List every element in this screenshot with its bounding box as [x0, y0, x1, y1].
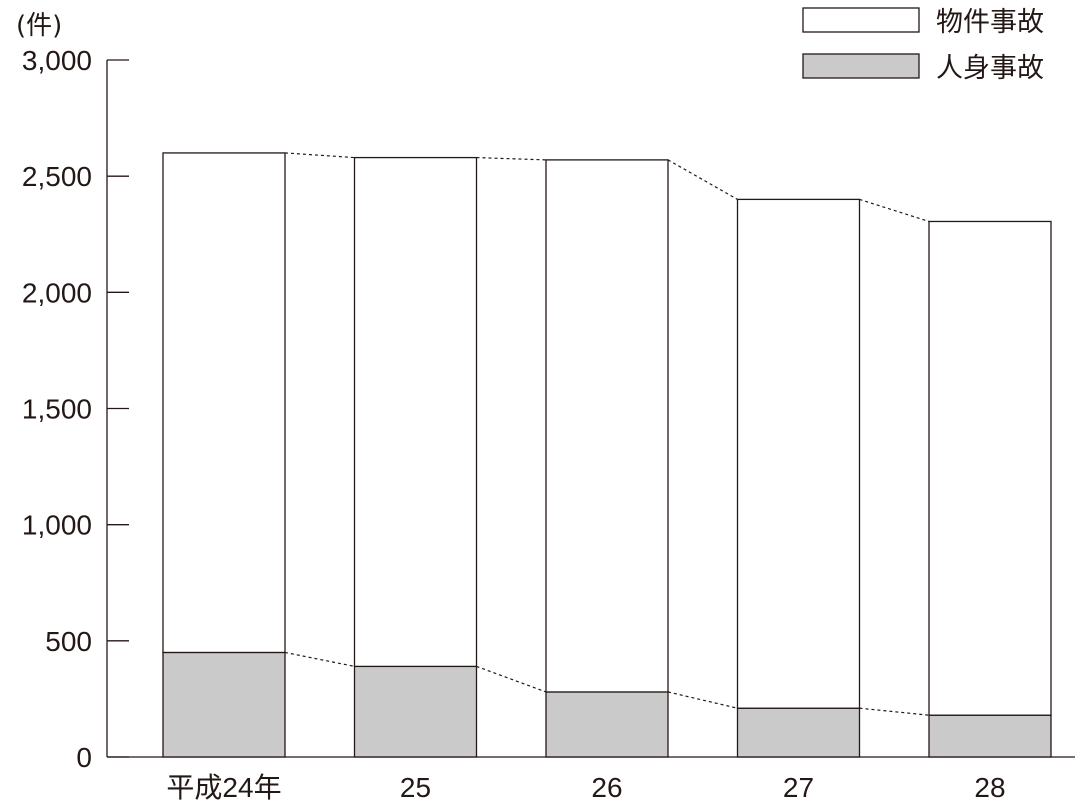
bar-jinshin-jiko	[162, 651, 286, 758]
legend-label: 物件事故	[936, 7, 1044, 38]
y-tick-label: 2,000	[22, 277, 92, 308]
connector-line-total	[667, 159, 738, 200]
bar-jinshin-jiko	[736, 707, 861, 758]
legend-swatch	[802, 7, 920, 33]
y-tick-label: 1,500	[22, 394, 92, 425]
y-axis-unit-label: (件)	[16, 11, 62, 41]
bar-bukken-jiko	[736, 198, 861, 709]
y-tick-label: 0	[76, 742, 92, 773]
bar-jinshin-jiko	[545, 691, 669, 758]
x-tick-label: 25	[400, 772, 431, 803]
bar-bukken-jiko	[928, 220, 1052, 716]
connector-line-total	[859, 198, 930, 223]
y-axis: 0 500 1,000 1,500 2,000 2,500 3,000	[22, 45, 1075, 773]
x-axis-labels: 平成24年 25 26 27 28	[166, 772, 1005, 803]
x-tick-label: 26	[591, 772, 622, 803]
connector-line-jinshin	[284, 651, 355, 667]
y-tick-label: 1,000	[22, 510, 92, 541]
y-tick-label: 500	[45, 626, 92, 657]
connector-line-total	[476, 156, 547, 161]
bar-bukken-jiko	[162, 152, 286, 654]
bar-bukken-jiko	[353, 156, 478, 668]
bars	[162, 152, 1052, 758]
connector-line-jinshin	[476, 665, 547, 693]
bar-jinshin-jiko	[928, 714, 1052, 758]
connector-line-jinshin	[667, 691, 738, 709]
y-tick-label: 3,000	[22, 45, 92, 76]
connector-line-total	[284, 152, 355, 159]
bar-jinshin-jiko	[353, 665, 478, 758]
x-tick-label: 平成24年	[166, 772, 281, 803]
connector-line-jinshin	[859, 707, 930, 716]
bar-bukken-jiko	[545, 159, 669, 693]
x-tick-label: 28	[974, 772, 1005, 803]
y-tick-label: 2,500	[22, 161, 92, 192]
connector-lines	[284, 152, 930, 716]
legend-label: 人身事故	[936, 53, 1044, 84]
x-tick-label: 27	[783, 772, 814, 803]
legend-swatch	[802, 53, 920, 79]
